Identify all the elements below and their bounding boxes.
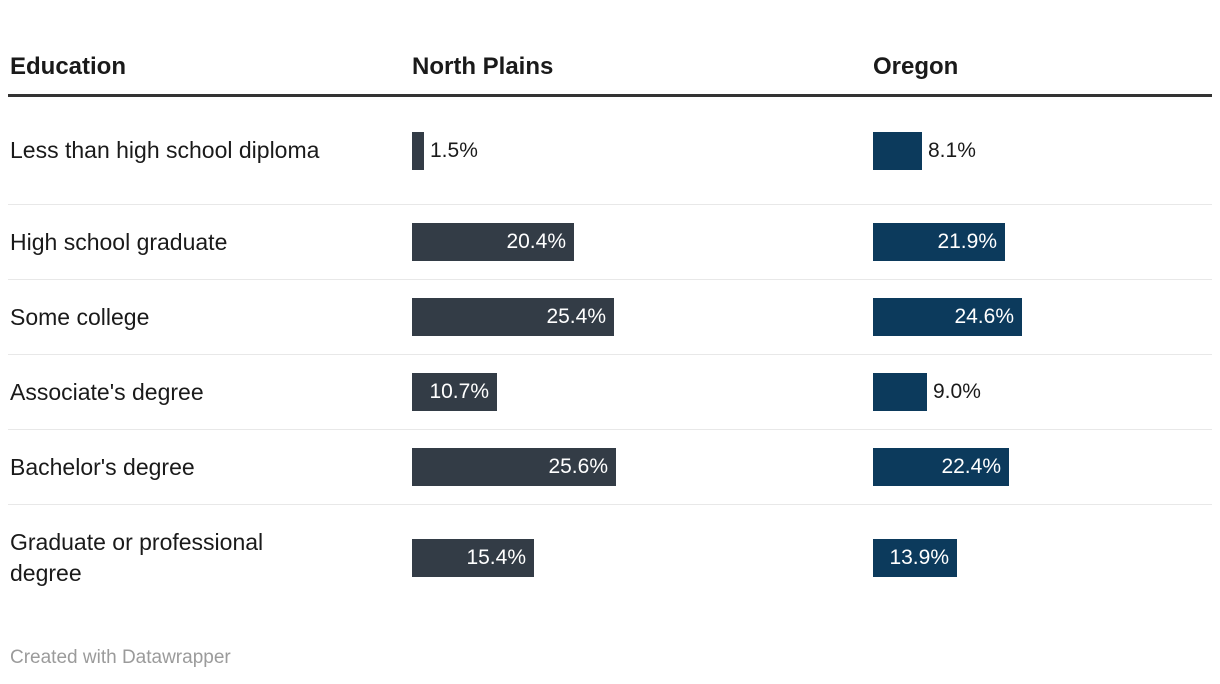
bar-value-label: 13.9% — [889, 546, 949, 569]
bar-cell: 8.1% 8.1% — [873, 131, 1212, 170]
bar-value-label: 25.6% — [548, 455, 608, 478]
table-header-row: Education North Plains Oregon — [8, 0, 1212, 97]
bar-cell: 13.9% 13.9% — [873, 539, 1212, 577]
oregon-bar: 9.0% — [873, 373, 927, 411]
bar-value-label: 10.7% — [429, 380, 489, 403]
bar-value-label: 9.0% — [933, 380, 981, 403]
row-label: Some college — [10, 303, 150, 330]
header-cell-education: Education — [10, 52, 127, 80]
education-comparison-chart: Education North Plains Oregon Less than … — [8, 0, 1212, 668]
bar-cell: 15.4% 15.4% — [412, 539, 873, 577]
table-row: Graduate or professional degree 15.4% 15… — [8, 504, 1212, 611]
datawrapper-credit: Created with Datawrapper — [10, 647, 231, 668]
table-row: Bachelor's degree 25.6% 25.6% 22.4% 22.4… — [8, 429, 1212, 504]
bar-value-label: 24.6% — [954, 305, 1014, 328]
row-label: Associate's degree — [10, 378, 204, 405]
table-row: Associate's degree 10.7% 10.7% 9.0% 9.0% — [8, 354, 1212, 429]
bar-value-label: 21.9% — [937, 230, 997, 253]
table-row: Less than high school diploma 1.5% 1.5% … — [8, 97, 1212, 204]
bar-value-label: 1.5% — [430, 138, 478, 162]
north-plains-bar: 1.5% — [412, 131, 424, 170]
header-cell-oregon: Oregon — [873, 52, 959, 80]
bar-value-label: 15.4% — [466, 546, 526, 569]
bar-value-label: 25.4% — [546, 305, 606, 328]
header-cell-north-plains: North Plains — [412, 52, 554, 80]
bar-cell: 25.6% 25.6% — [412, 448, 873, 486]
oregon-bar: 21.9% — [873, 223, 1005, 261]
north-plains-bar: 25.4% — [412, 298, 614, 336]
oregon-bar: 22.4% — [873, 448, 1009, 486]
oregon-bar: 13.9% — [873, 539, 957, 577]
bar-cell: 21.9% 21.9% — [873, 223, 1212, 261]
north-plains-bar: 15.4% — [412, 539, 534, 577]
row-label: Graduate or professional degree — [10, 529, 264, 586]
north-plains-bar: 25.6% — [412, 448, 616, 486]
bar-value-label: 8.1% — [928, 138, 976, 162]
north-plains-bar: 20.4% — [412, 223, 574, 261]
bar-cell: 22.4% 22.4% — [873, 448, 1212, 486]
bar-value-label: 22.4% — [941, 455, 1001, 478]
table-row: High school graduate 20.4% 20.4% 21.9% 2… — [8, 204, 1212, 279]
bar-cell: 20.4% 20.4% — [412, 223, 873, 261]
north-plains-bar: 10.7% — [412, 373, 497, 411]
row-label: Less than high school diploma — [10, 137, 320, 163]
oregon-bar: 24.6% — [873, 298, 1022, 336]
bar-value-label: 20.4% — [506, 230, 566, 253]
bar-cell: 1.5% 1.5% — [412, 131, 873, 170]
bar-cell: 25.4% 25.4% — [412, 298, 873, 336]
bar-cell: 10.7% 10.7% — [412, 373, 873, 411]
bar-cell: 9.0% 9.0% — [873, 373, 1212, 411]
row-label: High school graduate — [10, 228, 228, 255]
row-label: Bachelor's degree — [10, 453, 195, 480]
oregon-bar: 8.1% — [873, 131, 922, 170]
table-row: Some college 25.4% 25.4% 24.6% 24.6% — [8, 279, 1212, 354]
bar-cell: 24.6% 24.6% — [873, 298, 1212, 336]
